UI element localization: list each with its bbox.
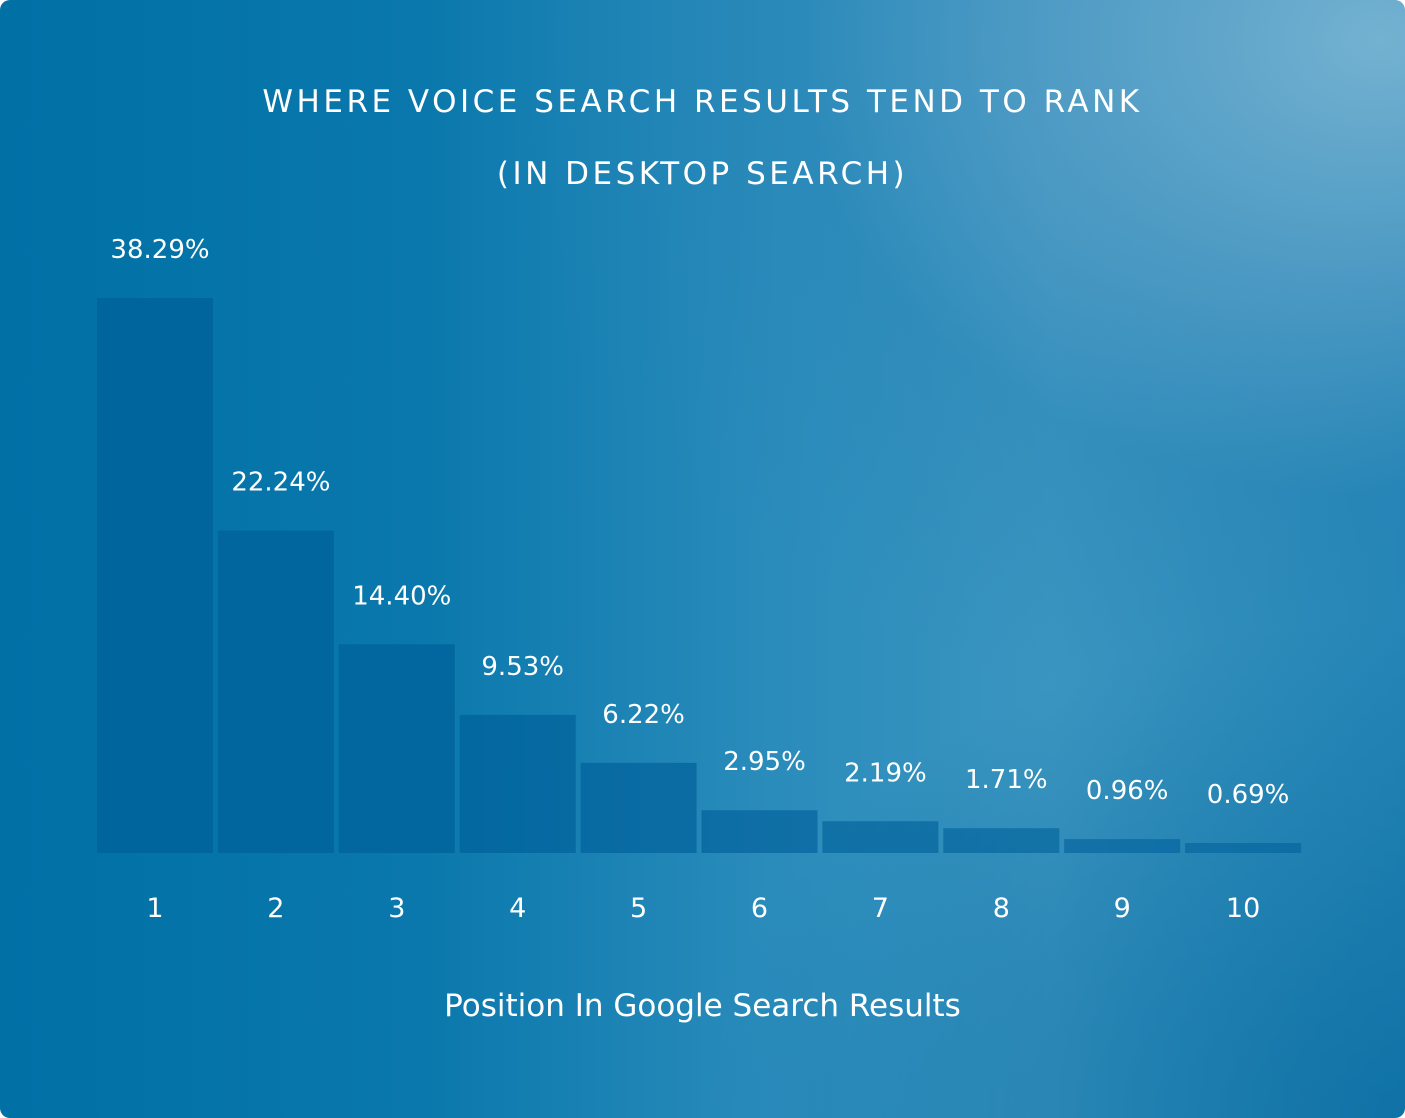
bar-2 — [217, 530, 334, 853]
data-label: 14.40% — [352, 581, 451, 611]
bar-6 — [701, 810, 818, 853]
x-tick-label: 4 — [509, 893, 526, 924]
x-tick-label: 7 — [872, 893, 889, 924]
bar-4 — [459, 714, 576, 853]
x-tick-label: 1 — [146, 893, 163, 924]
bar-7 — [822, 821, 939, 853]
data-label: 0.69% — [1207, 780, 1290, 810]
bar-9 — [1064, 839, 1181, 853]
x-tick-label: 8 — [993, 893, 1010, 924]
data-label: 2.19% — [844, 758, 927, 788]
x-tick-label: 6 — [751, 893, 768, 924]
x-axis-label: Position In Google Search Results — [444, 988, 961, 1024]
bar-3 — [338, 644, 455, 853]
chart-subtitle: (IN DESKTOP SEARCH) — [496, 156, 909, 192]
chart-title: WHERE VOICE SEARCH RESULTS TEND TO RANK — [262, 84, 1143, 120]
data-label: 22.24% — [231, 468, 330, 498]
bar-10 — [1185, 842, 1302, 853]
data-label: 2.95% — [723, 747, 806, 777]
x-tick-label: 10 — [1226, 893, 1260, 924]
data-label: 6.22% — [602, 700, 685, 730]
data-label: 1.71% — [965, 765, 1048, 795]
data-label: 38.29% — [110, 235, 209, 265]
bar-5 — [580, 762, 697, 853]
data-label: 0.96% — [1086, 776, 1169, 806]
x-tick-label: 3 — [388, 893, 405, 924]
x-tick-label: 2 — [267, 893, 284, 924]
data-label: 9.53% — [481, 652, 564, 682]
bar-1 — [97, 298, 213, 853]
bar-8 — [943, 828, 1060, 853]
x-tick-label: 5 — [630, 893, 647, 924]
x-tick-label: 9 — [1114, 893, 1131, 924]
